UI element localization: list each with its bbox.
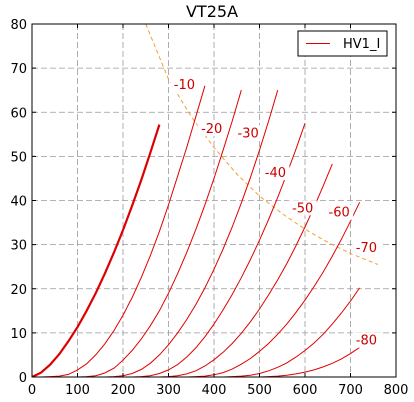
y-tick-label-2: 20 [10,283,27,298]
x-tick-label-2: 200 [111,383,136,398]
y-tick-label-4: 40 [10,195,27,210]
chart-title: VT25A [186,2,238,21]
curve-label-bg-5 [325,204,354,220]
curve-vg-minus-20 [77,90,242,377]
x-tick-label-5: 500 [247,383,272,398]
curve-vg-minus-40 [132,123,306,377]
x-tick-label-0: 0 [28,383,36,398]
grid [32,24,396,377]
curve-vg-minus-60 [186,202,361,377]
curve-label-bg-4 [288,200,317,216]
y-tick-label-3: 30 [10,239,27,254]
x-tick-label-6: 600 [293,383,318,398]
y-tick-label-8: 80 [10,18,27,33]
curve-vg-minus-70 [223,287,361,377]
y-tick-label-7: 70 [10,62,27,77]
curve-label-1: -20 [201,122,222,137]
y-tick-label-6: 60 [10,106,27,121]
curve-label-0: -10 [174,78,195,93]
curve-label-4: -50 [292,201,313,216]
curve-labels-layer: -10 -20 -30 -40 -50 -60 -70 -80 [170,76,381,349]
legend-label: HV1_I [343,37,380,52]
curve-label-5: -60 [329,206,350,221]
y-tick-label-5: 50 [10,150,27,165]
curves-layer [32,85,361,377]
legend-box [297,30,388,57]
curve-label-bg-1 [197,120,226,136]
curve-label-bg-6 [352,240,381,256]
curve-label-bg-3 [261,165,290,181]
axes: 0 100 200 300 400 500 600 700 800 0 10 20 30 40 50 60 70… [10,18,408,398]
y-tick-label-1: 10 [10,327,27,342]
curve-label-3: -40 [265,166,286,181]
curve-label-6: -70 [356,241,377,256]
y-tick-label-0: 0 [19,371,27,386]
x-tick-label-4: 400 [202,383,227,398]
curve-label-bg-0 [170,76,199,92]
curve-vg-0 [32,124,161,377]
curve-vg-minus-10 [41,85,206,377]
curve-vg-minus-30 [104,90,279,377]
curve-label-2: -30 [238,126,259,141]
legend: HV1_I [297,30,388,57]
x-tick-label-8: 800 [384,383,409,398]
curve-label-7: -80 [356,334,377,349]
x-tick-label-7: 700 [338,383,363,398]
curve-vg-minus-80 [259,346,360,377]
curve-vg-minus-50 [159,163,333,377]
curve-label-bg-2 [234,125,263,141]
x-tick-label-1: 100 [65,383,90,398]
x-tick-label-3: 300 [156,383,181,398]
curve-label-bg-7 [352,332,381,348]
